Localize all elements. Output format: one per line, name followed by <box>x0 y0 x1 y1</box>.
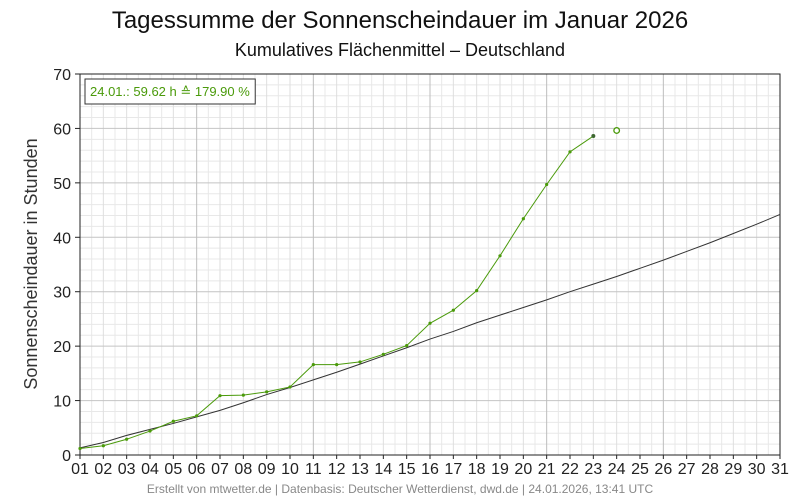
data-point <box>591 134 596 139</box>
x-tick-label: 25 <box>631 461 649 478</box>
x-tick-label: 29 <box>724 461 742 478</box>
y-tick-label: 50 <box>53 176 71 193</box>
data-point <box>171 419 175 423</box>
x-tick-label: 01 <box>71 461 89 478</box>
data-point <box>545 182 549 187</box>
data-point <box>241 393 245 397</box>
x-tick-label: 31 <box>771 461 789 478</box>
y-axis-label: Sonnenscheindauer in Stunden <box>21 138 41 389</box>
x-tick-label: 05 <box>164 461 182 478</box>
x-tick-label: 28 <box>701 461 719 478</box>
y-tick-label: 20 <box>53 339 71 356</box>
x-tick-label: 16 <box>421 461 439 478</box>
chart-title: Tagessumme der Sonnenscheindauer im Janu… <box>112 7 688 34</box>
annotation-box: 24.01.: 59.62 h ≙ 179.90 % <box>84 78 256 105</box>
data-point <box>568 150 572 154</box>
y-tick-label: 70 <box>53 67 71 84</box>
annotation-text: 24.01.: 59.62 h ≙ 179.90 % <box>90 84 250 99</box>
data-point <box>405 343 409 348</box>
data-point <box>475 289 479 293</box>
x-tick-label: 22 <box>561 461 579 478</box>
x-tick-label: 07 <box>211 461 229 478</box>
x-tick-label: 30 <box>748 461 766 478</box>
data-point <box>125 437 129 441</box>
x-tick-label: 04 <box>141 461 159 478</box>
x-tick-label: 21 <box>538 461 556 478</box>
y-tick-label: 0 <box>62 448 71 465</box>
annotation-frame <box>84 78 256 105</box>
x-tick-label: 15 <box>398 461 416 478</box>
data-point <box>451 308 455 312</box>
x-tick-label: 13 <box>351 461 369 478</box>
data-point <box>288 385 292 389</box>
y-axis-ticks: 0 10 20 30 40 50 60 70 <box>53 67 80 465</box>
series-layer <box>78 127 781 451</box>
x-tick-label: 14 <box>374 461 392 478</box>
data-point <box>101 444 105 448</box>
data-point <box>521 217 525 221</box>
x-tick-label: 03 <box>118 461 136 478</box>
x-tick-label: 18 <box>468 461 486 478</box>
x-tick-label: 24 <box>608 461 626 478</box>
x-tick-label: 12 <box>328 461 346 478</box>
current-value-point <box>613 127 621 134</box>
x-tick-label: 06 <box>188 461 206 478</box>
data-point <box>195 414 199 418</box>
data-point <box>148 429 152 433</box>
data-point <box>498 254 502 258</box>
data-point <box>218 394 222 398</box>
x-tick-label: 02 <box>94 461 112 478</box>
data-point <box>311 363 315 367</box>
y-tick-label: 30 <box>53 285 71 302</box>
x-tick-label: 08 <box>234 461 252 478</box>
footer-credit: Erstellt von mtwetter.de | Datenbasis: D… <box>147 482 654 496</box>
data-point <box>265 390 269 394</box>
y-tick-label: 60 <box>53 121 71 138</box>
data-point <box>335 363 339 367</box>
data-point <box>428 321 432 325</box>
x-tick-label: 27 <box>678 461 696 478</box>
x-tick-label: 26 <box>654 461 672 478</box>
y-tick-label: 10 <box>53 394 71 411</box>
data-point <box>358 360 362 364</box>
x-tick-label: 10 <box>281 461 299 478</box>
x-tick-label: 09 <box>258 461 276 478</box>
data-point <box>381 352 385 356</box>
x-tick-label: 11 <box>305 461 322 478</box>
x-tick-label: 23 <box>584 461 602 478</box>
x-tick-label: 20 <box>514 461 532 478</box>
x-tick-label: 19 <box>491 461 509 478</box>
major-grid <box>79 73 781 456</box>
chart-subtitle: Kumulatives Flächenmittel – Deutschland <box>235 40 565 60</box>
data-point <box>78 446 82 451</box>
x-axis-ticks: 01 02 03 04 05 06 07 08 09 10 11 12 13 14 15 16 17 18 19 20… <box>71 455 789 478</box>
x-tick-label: 17 <box>444 461 462 478</box>
y-tick-label: 40 <box>53 230 71 247</box>
